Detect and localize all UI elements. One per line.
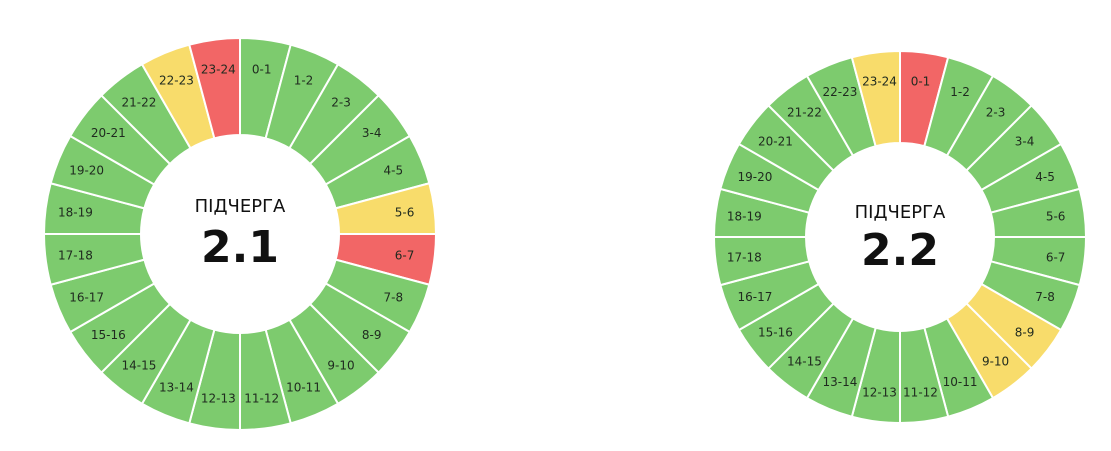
schedule-ring-2-2: 0-1 1-2 2-3 3-4 4-5 5-6 6-7 7-8 8-9 9-10 10-11 11-1… bbox=[712, 49, 1088, 425]
hour-label-12-13: 12-13 bbox=[201, 392, 236, 406]
schedule-ring-2-1: 0-1 1-2 2-3 3-4 4-5 5-6 6-7 7-8 8-9 9-10 10-11 11-1… bbox=[42, 36, 438, 432]
schedule-number: 2.1 bbox=[201, 222, 279, 273]
hour-label-7-8: 7-8 bbox=[384, 291, 404, 305]
hour-label-23-24: 23-24 bbox=[201, 62, 236, 76]
hour-label-15-16: 15-16 bbox=[758, 326, 793, 340]
hour-label-2-3: 2-3 bbox=[986, 105, 1006, 119]
ring-segments bbox=[712, 49, 1088, 425]
hour-label-4-5: 4-5 bbox=[1035, 170, 1055, 184]
hour-label-16-17: 16-17 bbox=[69, 291, 104, 305]
hour-label-17-18: 17-18 bbox=[727, 250, 762, 264]
hour-label-0-1: 0-1 bbox=[911, 74, 931, 88]
hour-label-16-17: 16-17 bbox=[738, 290, 773, 304]
ring-hole bbox=[806, 143, 994, 331]
hour-label-8-9: 8-9 bbox=[362, 328, 382, 342]
hour-label-22-23: 22-23 bbox=[822, 85, 857, 99]
hour-label-21-22: 21-22 bbox=[122, 95, 157, 109]
ring-labels: 0-1 1-2 2-3 3-4 4-5 5-6 6-7 7-8 8-9 9-10 10-11 11-1… bbox=[727, 74, 1066, 399]
hour-label-14-15: 14-15 bbox=[122, 359, 157, 373]
hour-label-10-11: 10-11 bbox=[943, 375, 978, 389]
hour-label-22-23: 22-23 bbox=[159, 74, 194, 88]
hour-label-20-21: 20-21 bbox=[758, 134, 793, 148]
hour-label-19-20: 19-20 bbox=[738, 170, 773, 184]
hour-label-3-4: 3-4 bbox=[1015, 134, 1035, 148]
hour-label-18-19: 18-19 bbox=[58, 205, 93, 219]
hour-label-21-22: 21-22 bbox=[787, 105, 822, 119]
hour-label-8-9: 8-9 bbox=[1015, 326, 1035, 340]
hour-label-0-1: 0-1 bbox=[252, 62, 272, 76]
hour-label-2-3: 2-3 bbox=[331, 95, 351, 109]
ring-hole bbox=[141, 135, 339, 333]
hour-label-12-13: 12-13 bbox=[862, 386, 897, 400]
hour-label-13-14: 13-14 bbox=[159, 380, 194, 394]
ring-labels: 0-1 1-2 2-3 3-4 4-5 5-6 6-7 7-8 8-9 9-10 10-11 11-1… bbox=[58, 62, 414, 405]
hour-label-9-10: 9-10 bbox=[982, 355, 1009, 369]
hour-label-20-21: 20-21 bbox=[91, 126, 126, 140]
hour-label-9-10: 9-10 bbox=[327, 359, 354, 373]
hour-label-14-15: 14-15 bbox=[787, 355, 822, 369]
schedule-title: ПІДЧЕРГА bbox=[195, 196, 286, 217]
hour-label-13-14: 13-14 bbox=[822, 375, 857, 389]
hour-label-11-12: 11-12 bbox=[903, 386, 938, 400]
schedule-number: 2.2 bbox=[861, 225, 939, 276]
hour-label-5-6: 5-6 bbox=[1046, 210, 1066, 224]
hour-label-17-18: 17-18 bbox=[58, 249, 93, 263]
hour-label-3-4: 3-4 bbox=[362, 126, 382, 140]
hour-label-10-11: 10-11 bbox=[286, 380, 321, 394]
hour-label-6-7: 6-7 bbox=[395, 249, 415, 263]
hour-label-11-12: 11-12 bbox=[244, 392, 279, 406]
hour-label-1-2: 1-2 bbox=[294, 74, 314, 88]
hour-label-15-16: 15-16 bbox=[91, 328, 126, 342]
hour-label-1-2: 1-2 bbox=[950, 85, 970, 99]
hour-label-4-5: 4-5 bbox=[384, 163, 404, 177]
hour-label-6-7: 6-7 bbox=[1046, 250, 1066, 264]
hour-label-18-19: 18-19 bbox=[727, 210, 762, 224]
hour-label-23-24: 23-24 bbox=[862, 74, 897, 88]
schedule-title: ПІДЧЕРГА bbox=[855, 202, 946, 223]
hour-label-7-8: 7-8 bbox=[1035, 290, 1055, 304]
hour-label-19-20: 19-20 bbox=[69, 163, 104, 177]
hour-label-5-6: 5-6 bbox=[395, 205, 415, 219]
